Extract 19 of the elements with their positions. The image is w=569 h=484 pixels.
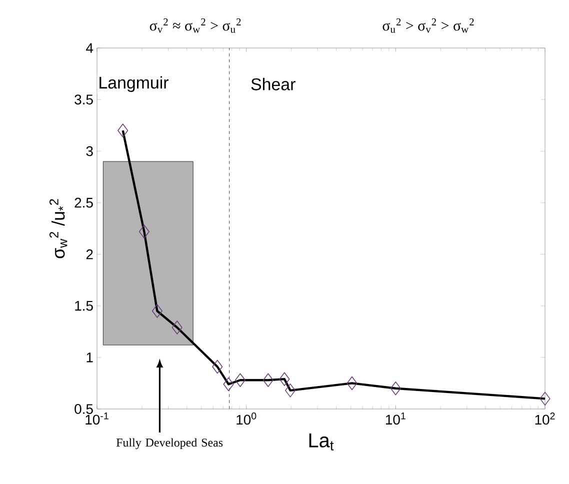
x-tick-label: 10$^{0}$ [236,412,256,425]
y-axis-title: σ$_{w}$$^{2}$ /u$_{*}$2 [50,199,68,258]
x-tick-label: 10$^{1}$ [386,412,406,425]
y-tick-label: 4 [86,43,94,53]
y-tick-label: 1 [86,352,93,362]
text: σ$_{u}$$^{2}$ > σ$_{v}$$^{2}$ > σ$_{w}$2 [382,18,474,33]
annotation: Langmuir [100,76,169,92]
y-tick-label: 0.5 [74,404,93,414]
text: σ$_{v}$$^{2}$ ≈ σ$_{w}$$^{2}$ > σ$_{u}$2 [150,18,241,33]
y-tick-label: 2.5 [74,198,93,208]
x-axis-title: La$_{t}$ [309,434,334,450]
y-tick-label: 3 [86,146,93,156]
y-tick-label: 2 [86,249,93,260]
x-tick-label: 10$^{-1}$ [86,412,108,425]
y-tick-label: 1.5 [75,300,93,311]
text: Fully Developed Seas [116,438,223,450]
x-tick-label: 10$^{2}$ [535,412,555,425]
annotation: Shear [251,78,296,90]
y-tick-label: 3.5 [74,94,93,105]
